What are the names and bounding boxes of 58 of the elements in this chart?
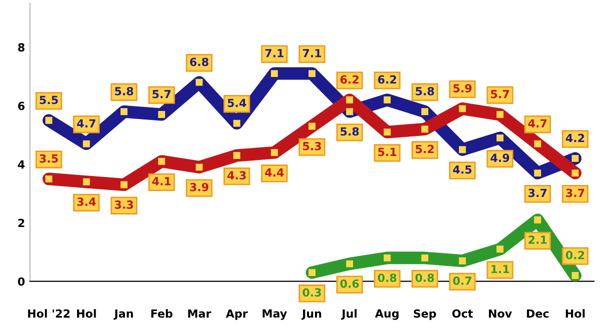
x-tick-label: May	[262, 309, 287, 320]
data-label: 3.7	[528, 188, 547, 198]
x-tick-label: Mar	[188, 309, 212, 318]
data-label: 5.8	[340, 127, 359, 136]
data-label: 0.7	[453, 276, 472, 285]
data-label: 4.3	[227, 171, 246, 180]
data-label: 3.7	[566, 188, 584, 198]
x-tick-label: Hol	[566, 309, 585, 318]
data-label: 0.2	[566, 250, 584, 260]
x-tick-label: Hol	[77, 309, 96, 318]
x-tick-label: Apr	[226, 309, 248, 320]
data-label: 6.2	[378, 75, 396, 84]
data-label: 3.9	[190, 182, 208, 192]
data-label: 7.1	[265, 49, 284, 58]
data-label: 4.7	[77, 119, 96, 128]
data-label: 4.2	[566, 134, 584, 142]
data-label: 4.4	[265, 168, 284, 176]
data-label: 5.4	[228, 98, 246, 108]
x-tick-label: Aug	[375, 309, 398, 320]
data-label: 5.7	[491, 90, 509, 98]
data-label: 0.6	[340, 279, 359, 288]
data-label: 7.1	[302, 49, 322, 58]
data-label: 0.8	[415, 274, 434, 282]
x-tick-label: Jan	[114, 309, 133, 320]
data-label: 4.5	[453, 165, 472, 174]
data-label: 5.7	[152, 90, 171, 98]
data-label: 5.8	[416, 86, 434, 96]
data-label: 0.8	[378, 274, 396, 282]
data-label: 0.3	[302, 288, 321, 297]
data-label: 3.3	[114, 200, 133, 209]
data-label: 1.1	[491, 264, 510, 274]
y-tick-label: 4	[18, 160, 25, 168]
y-tick-label: 2	[18, 218, 24, 228]
y-tick-label: 6	[18, 102, 25, 110]
data-label: 5.2	[416, 144, 434, 154]
x-tick-label: Sep	[414, 309, 436, 320]
data-label: 5.8	[115, 86, 134, 96]
data-label: 3.4	[77, 197, 96, 206]
data-label: 4.7	[528, 119, 547, 128]
y-tick-label: 8	[18, 43, 24, 52]
x-tick-label: Feb	[151, 309, 172, 318]
data-label: 5.3	[303, 142, 321, 150]
data-label: 5.5	[40, 96, 58, 104]
data-label: 5.1	[378, 148, 396, 156]
x-tick-label: Jul	[341, 309, 357, 320]
y-tick-label: 0	[18, 277, 25, 286]
x-tick-label: Hol '22	[28, 309, 70, 318]
data-label: 6.2	[340, 75, 358, 84]
x-tick-label: Jun	[301, 309, 322, 320]
data-label: 6.8	[190, 58, 208, 66]
data-label: 4.9	[490, 154, 510, 162]
data-label: 2.1	[528, 236, 547, 244]
data-label: 3.5	[40, 154, 58, 163]
x-tick-label: Dec	[526, 309, 549, 318]
x-tick-label: Oct	[452, 309, 473, 318]
x-tick-label: Nov	[488, 309, 512, 318]
data-label: 5.9	[453, 84, 472, 92]
data-label: 4.1	[152, 177, 171, 186]
